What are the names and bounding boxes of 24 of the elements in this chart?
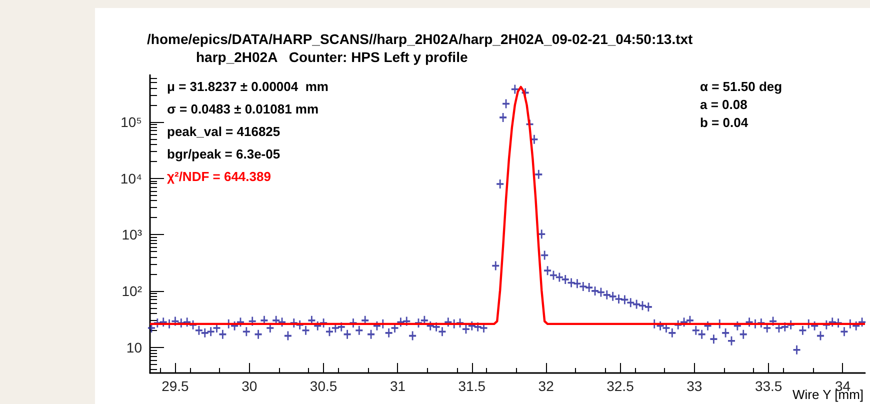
annotation: b = 0.04 [700,115,749,130]
annotation: χ²/NDF = 644.389 [167,169,271,184]
chart-title: /home/epics/DATA/HARP_SCANS//harp_2H02A/harp_2H02A_09-02-21_04:50:13.txt [147,31,694,47]
x-tick-label: 33 [686,378,702,394]
y-tick-label: 10 [126,339,142,356]
x-tick-label: 33.5 [754,378,782,394]
x-tick-label: 30.5 [310,378,338,394]
annotation: bgr/peak = 6.3e-05 [167,146,280,162]
x-tick-label: 32.5 [606,378,634,394]
annotation: σ = 0.0483 ± 0.01081 mm [167,102,319,116]
x-tick-label: 29.5 [162,378,190,394]
annotation: α = 51.50 deg [700,79,782,94]
y-tick-label: 10³ [122,226,142,243]
y-tick-label: 10⁴ [120,170,142,186]
x-tick-label: 31.5 [458,378,486,394]
x-tick-label: 30 [242,378,258,394]
annotation: a = 0.08 [700,97,748,112]
chart-subtitle: harp_2H02A Counter: HPS Left y profile [196,49,468,65]
x-tick-label: 32 [538,378,554,394]
annotation: peak_val = 416825 [167,124,280,139]
y-tick-label: 10² [122,282,142,299]
x-tick-label: 31 [390,378,406,394]
y-tick-label: 10⁵ [120,114,142,130]
annotation: μ = 31.8237 ± 0.00004 mm [167,79,328,94]
